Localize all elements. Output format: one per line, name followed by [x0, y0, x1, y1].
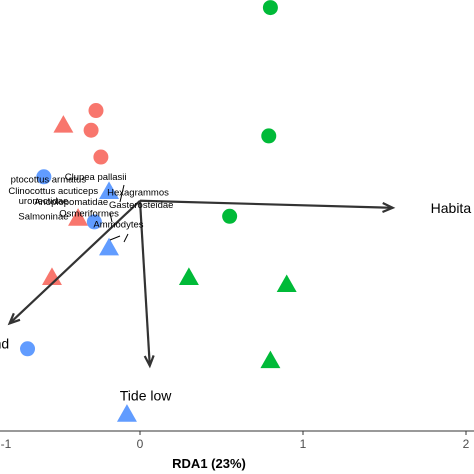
point-circle-s2-0: [262, 0, 278, 16]
point-triangle-s0-0: [53, 115, 74, 133]
point-triangle-s0-5: [42, 267, 62, 285]
vector-line-0: [139, 199, 393, 209]
species-label-2: Clinocottus acuticeps: [8, 186, 98, 197]
x-tick-label-3: 2: [463, 437, 470, 451]
data-points: [20, 0, 297, 422]
point-triangle-s0-4: [68, 208, 89, 226]
environment-vectors: Habita nd Tide low: [0, 199, 472, 404]
vector-arrowhead-1: [7, 312, 21, 326]
species-label-6: Gasterosteidae: [109, 200, 173, 211]
point-circle-s2-1: [261, 128, 277, 144]
species-label-8: Osmeriformes: [59, 208, 119, 219]
species-leader-0: [119, 184, 125, 203]
species-label-9: Ammodytes: [93, 220, 143, 231]
species-label-7: Salmoninae: [18, 211, 68, 222]
point-circle-s0-2: [83, 122, 99, 138]
point-triangle-s1-5: [116, 404, 137, 422]
point-circle-s1-4: [20, 341, 36, 357]
point-circle-s2-2: [222, 208, 238, 224]
x-tick-label-0: -1: [1, 437, 12, 451]
species-label-1: Clupea pallasii: [65, 172, 127, 183]
point-triangle-s2-4: [276, 274, 297, 293]
point-circle-s1-2: [86, 214, 102, 230]
species-leader-3: [123, 233, 129, 243]
vector-label-0: Habita: [431, 200, 472, 216]
vector-arrowhead-0: [382, 202, 396, 214]
species-label-5: Anoplopomatidae: [34, 197, 108, 208]
point-circle-s1-0: [36, 169, 52, 185]
vector-label-1: nd: [0, 335, 9, 351]
point-triangle-s1-3: [99, 237, 120, 256]
x-tick-label-1: 0: [137, 437, 144, 451]
species-leader-2: [109, 235, 121, 241]
vector-label-2: Tide low: [120, 388, 173, 404]
vector-line-1: [8, 199, 141, 325]
point-triangle-s2-5: [260, 350, 281, 369]
x-axis: -1 0 1 2: [0, 430, 474, 451]
point-triangle-s1-1: [99, 181, 120, 199]
species-label-4: uronectidae: [19, 196, 69, 207]
species-label-3: Hexagrammos: [107, 187, 169, 198]
species-leader-1: [109, 212, 113, 223]
species-label-0: ptocottus armatus: [11, 175, 87, 186]
vector-line-2: [138, 200, 151, 366]
point-triangle-s2-3: [178, 267, 199, 285]
point-circle-s0-1: [88, 103, 104, 119]
point-circle-s0-3: [93, 149, 109, 165]
vector-arrowhead-2: [143, 355, 155, 369]
x-tick-label-2: 1: [300, 437, 307, 451]
x-axis-title: RDA1 (23%): [172, 456, 246, 471]
